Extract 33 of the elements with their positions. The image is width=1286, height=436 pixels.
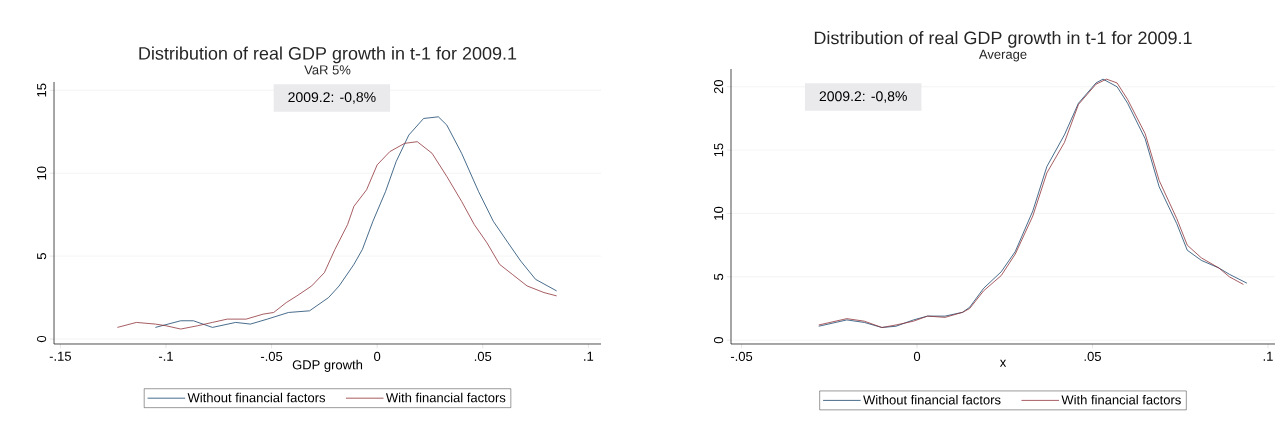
y-tick-label: 15 <box>714 143 724 157</box>
y-tick-label: 20 <box>714 80 724 94</box>
x-tick-label: -.1 <box>158 351 173 361</box>
chart-subtitle: Average <box>978 49 1027 62</box>
legend-label: Without financial factors <box>187 392 326 403</box>
chart-title: Distribution of real GDP growth in t-1 for 2009.1 <box>139 46 517 64</box>
annotation: 2009.2: -0,8% <box>819 91 907 103</box>
x-tick-label: -.05 <box>260 351 283 361</box>
x-tick-label: 0 <box>913 351 921 361</box>
y-tick-label: 10 <box>714 206 724 220</box>
legend-label: Without financial factors <box>863 394 1001 405</box>
legend-label: With financial factors <box>1061 394 1181 405</box>
x-tick-label: -.15 <box>49 351 72 361</box>
annotation: 2009.2: -0,8% <box>288 92 376 104</box>
x-tick-label: 0 <box>374 351 381 361</box>
y-tick-label: 0 <box>37 335 47 343</box>
x-tick-label: .05 <box>1084 351 1101 361</box>
chart-title: Distribution of real GDP growth in t-1 for 2009.1 <box>814 31 1192 48</box>
chart-subtitle: VaR 5% <box>304 65 351 75</box>
x-tick-label: .1 <box>1263 351 1273 361</box>
y-tick-label: 5 <box>37 253 47 260</box>
y-tick-label: 10 <box>37 166 47 180</box>
x-axis-title: GDP growth <box>292 359 363 372</box>
x-axis-title: x <box>999 359 1007 367</box>
line-series <box>116 141 558 330</box>
legend-label: With financial factors <box>385 392 506 403</box>
x-tick-label: .05 <box>474 351 492 361</box>
line-series <box>154 116 558 328</box>
y-tick-label: 0 <box>714 337 724 344</box>
x-tick-label: .1 <box>584 351 594 361</box>
y-tick-label: 5 <box>714 273 724 280</box>
x-tick-label: -.05 <box>730 351 753 361</box>
y-tick-label: 15 <box>37 83 47 97</box>
